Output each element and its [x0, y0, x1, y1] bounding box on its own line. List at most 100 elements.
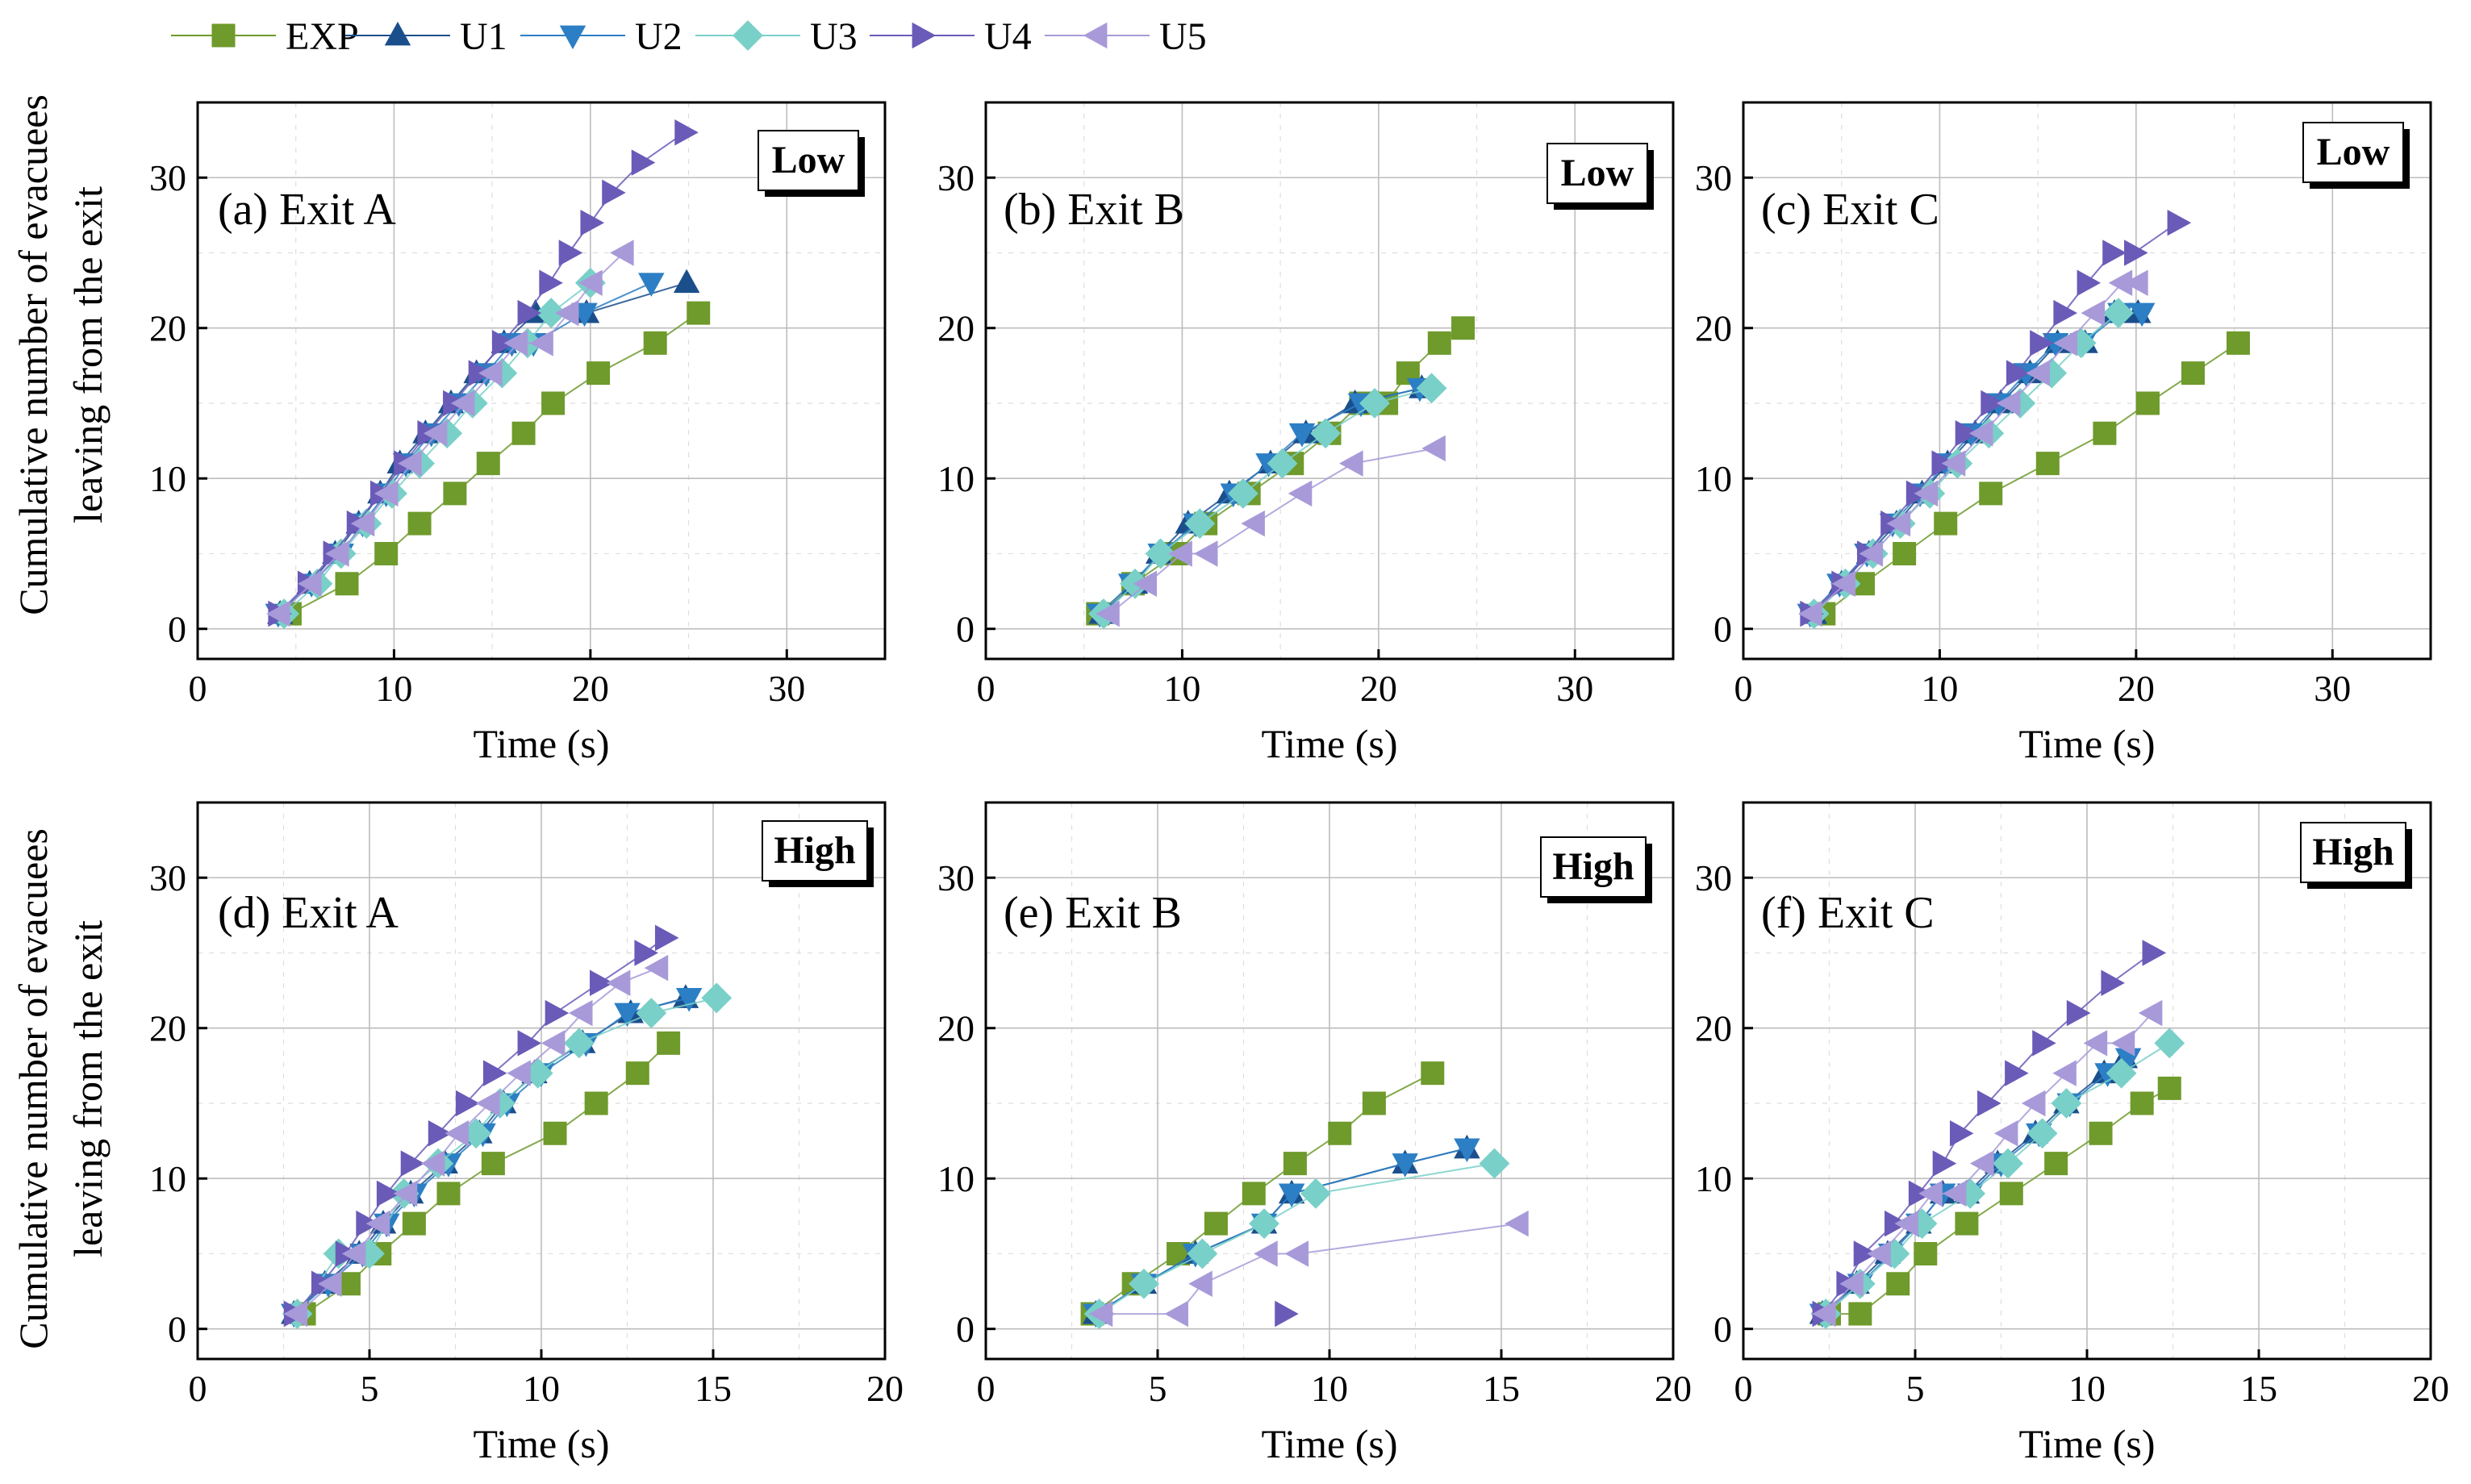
x-axis-title: Time (s)	[473, 721, 609, 766]
data-point	[398, 450, 422, 477]
data-point	[1421, 435, 1446, 462]
data-point	[1981, 390, 2005, 417]
x-axis-title: Time (s)	[473, 1421, 609, 1466]
data-point	[1227, 477, 1258, 509]
x-axis-title: Time (s)	[2018, 1421, 2155, 1466]
data-point	[350, 510, 375, 537]
data-point	[1996, 390, 2021, 417]
data-point	[1310, 418, 1342, 449]
y-tick-label: 0	[168, 1309, 186, 1350]
series-exp	[1818, 1076, 2181, 1326]
x-tick-label: 20	[1360, 668, 1397, 709]
y-axis-title-bottom: Cumulative number of evacuees	[10, 828, 56, 1349]
data-point	[2102, 240, 2127, 266]
data-point	[420, 1150, 445, 1177]
badge-text: Low	[2317, 131, 2390, 173]
data-point	[1339, 450, 1363, 477]
data-point	[539, 269, 563, 297]
density-badge: Low	[1546, 143, 1654, 210]
density-badge: High	[1540, 836, 1652, 903]
data-point	[1942, 1180, 1967, 1207]
data-point	[1479, 1148, 1510, 1179]
x-axis-title: Time (s)	[1261, 721, 1397, 766]
data-point	[478, 360, 503, 386]
x-tick-label: 0	[189, 1368, 207, 1409]
legend-marker	[733, 20, 763, 51]
y-tick-label: 10	[149, 458, 186, 499]
data-point	[517, 1030, 542, 1057]
data-point	[443, 481, 467, 506]
data-point	[1188, 1270, 1213, 1298]
data-point	[568, 999, 593, 1027]
data-point	[541, 1030, 566, 1057]
panel-title: (a) Exit A	[218, 185, 396, 235]
badge-box	[1540, 836, 1647, 898]
panel-f: 0 5 10 15 20 0 10 20 30 (f) Exit C High Time (s)	[1695, 801, 2449, 1466]
y-tick-label: 0	[956, 609, 975, 650]
y-tick-label: 30	[1695, 857, 1732, 898]
data-point	[455, 1090, 480, 1117]
data-point	[436, 1182, 461, 1206]
data-point	[2167, 209, 2192, 236]
data-point	[1914, 1241, 1938, 1265]
y-tick-label: 30	[937, 857, 975, 898]
y-axis-title-bottom-line2: leaving from the exit	[65, 920, 111, 1257]
x-tick-label: 0	[189, 668, 207, 709]
data-point	[2044, 1152, 2068, 1176]
series-u5	[1096, 435, 1446, 627]
data-point	[1893, 541, 1917, 565]
data-point	[1427, 331, 1451, 355]
data-point	[1392, 1153, 1418, 1178]
density-badge: High	[2300, 822, 2412, 889]
plot-frame	[196, 101, 887, 661]
data-point	[2106, 1057, 2137, 1089]
y-tick-label: 20	[1695, 308, 1732, 349]
data-point	[1454, 1138, 1480, 1163]
data-point	[606, 969, 631, 997]
data-point	[2181, 361, 2205, 386]
data-point	[1267, 448, 1298, 479]
x-tick-label: 15	[695, 1368, 732, 1409]
data-point	[2124, 269, 2148, 297]
data-point	[318, 1270, 342, 1298]
data-point	[2110, 1030, 2135, 1057]
x-tick-label: 10	[1921, 668, 1958, 709]
data-point	[1254, 1240, 1278, 1267]
y-axis-title-top-line2: leaving from the exit	[65, 186, 111, 523]
density-badge: Low	[758, 130, 865, 197]
x-tick-label: 30	[2314, 668, 2351, 709]
data-point	[634, 940, 658, 966]
data-point	[1934, 511, 1958, 536]
data-point	[1970, 1150, 1994, 1177]
data-point	[1133, 570, 1158, 598]
x-tick-label: 15	[1483, 1368, 1520, 1409]
data-point	[2052, 1060, 2077, 1086]
data-point	[1831, 570, 1855, 598]
series-u4	[1800, 209, 2192, 627]
series-u5	[1088, 1210, 1529, 1328]
data-point	[1993, 1148, 2023, 1179]
data-point	[1798, 600, 1822, 627]
data-point	[374, 541, 399, 565]
data-point	[1288, 480, 1313, 507]
data-point	[675, 988, 703, 1012]
data-point	[1362, 1091, 1386, 1115]
panel-title: (c) Exit C	[1761, 185, 1939, 235]
series-u3	[1083, 1148, 1510, 1329]
x-tick-label: 10	[523, 1368, 560, 1409]
data-point	[643, 331, 667, 355]
data-point	[511, 421, 536, 445]
data-point	[2101, 969, 2125, 997]
data-point	[1129, 1268, 1159, 1299]
series-line	[278, 281, 652, 615]
data-point	[543, 1121, 567, 1145]
data-point	[1977, 1090, 2001, 1117]
x-tick-label: 10	[375, 668, 412, 709]
data-point	[1242, 1182, 1266, 1206]
y-tick-label: 20	[937, 308, 975, 349]
x-axis-title: Time (s)	[1261, 1421, 1397, 1466]
data-point	[644, 954, 669, 982]
data-point	[1886, 1272, 1910, 1296]
data-point	[475, 1090, 500, 1117]
y-tick-label: 10	[937, 1158, 975, 1199]
